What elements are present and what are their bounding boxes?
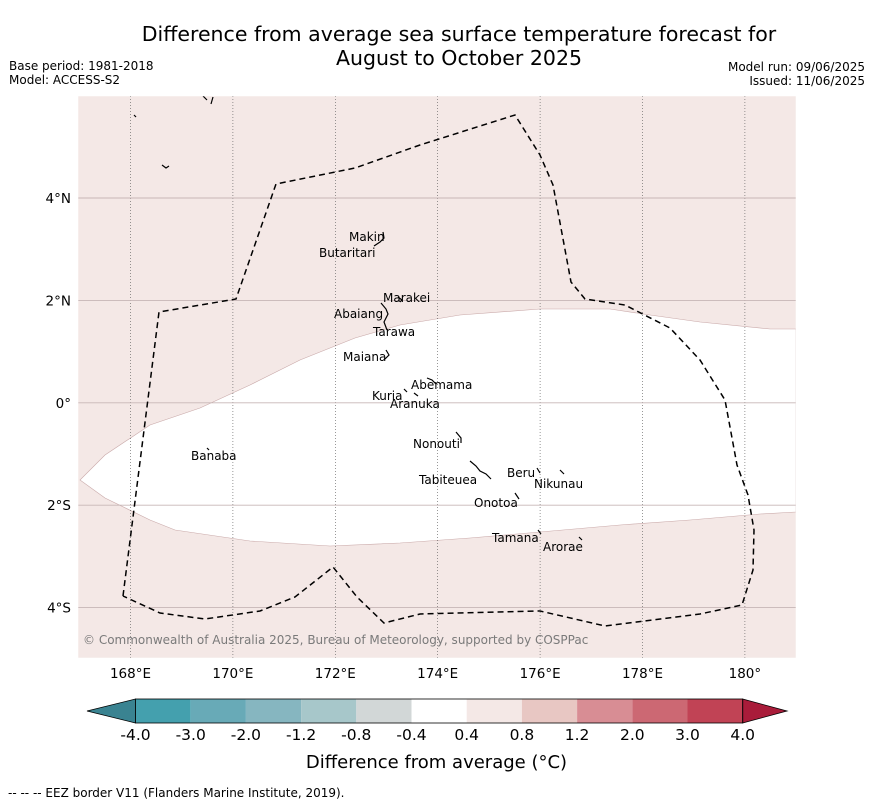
island-label-abemama: Abemama bbox=[411, 378, 472, 392]
colorbar-tick-label: 1.2 bbox=[564, 726, 590, 744]
island-outline bbox=[578, 536, 583, 541]
base-period: Base period: 1981-2018 bbox=[9, 59, 154, 73]
colorbar-tick-label: 3.0 bbox=[675, 726, 700, 744]
colorbar-under-arrow bbox=[86, 698, 136, 724]
lon-tick-label: 174°E bbox=[417, 666, 458, 682]
colorbar-segment bbox=[466, 699, 522, 723]
colorbar-tick-label: 0.4 bbox=[454, 726, 480, 744]
lat-tick-label: 2°N bbox=[46, 293, 71, 309]
lon-tick-label: 178°E bbox=[622, 666, 663, 682]
lon-tick-label: 170°E bbox=[212, 666, 253, 682]
colorbar-frame bbox=[135, 698, 744, 724]
colorbar-tick-label: 4.0 bbox=[730, 726, 756, 744]
island-outline bbox=[161, 164, 170, 169]
island-label-kuria: Kuria bbox=[372, 389, 403, 403]
eez-legend-note: -- -- -- EEZ border V11 (Flanders Marine… bbox=[8, 786, 345, 800]
island-outline bbox=[373, 231, 385, 247]
anomaly-field-neutral bbox=[79, 308, 796, 547]
colorbar-over-arrow bbox=[742, 698, 789, 724]
map-area bbox=[78, 96, 796, 658]
island-outline bbox=[559, 469, 565, 475]
colorbar-segment bbox=[245, 699, 302, 723]
island-outline bbox=[206, 447, 210, 451]
eez-border bbox=[122, 114, 755, 627]
colorbar-tick-label: -4.0 bbox=[120, 726, 151, 744]
colorbar-tick-label: -1.2 bbox=[285, 726, 317, 744]
colorbar-segment bbox=[301, 699, 357, 723]
map-grid bbox=[78, 96, 796, 658]
island-label-banaba: Banaba bbox=[191, 449, 237, 463]
island-label-onotoa: Onotoa bbox=[474, 496, 518, 510]
colorbar-segment bbox=[632, 699, 688, 723]
colorbar-segment bbox=[521, 699, 578, 723]
island-outline bbox=[397, 296, 403, 303]
island-label-tarawa: Tarawa bbox=[372, 325, 415, 339]
island-label-aranuka: Aranuka bbox=[390, 397, 440, 411]
island-label-abaiang: Abaiang bbox=[334, 307, 383, 321]
colorbar-tick-label: -0.4 bbox=[396, 726, 427, 744]
map-title: Difference from average sea surface temp… bbox=[0, 22, 873, 70]
base-info: Base period: 1981-2018 Model: ACCESS-S2 bbox=[9, 59, 154, 87]
lon-tick-label: 168°E bbox=[110, 666, 151, 682]
colorbar-segment bbox=[411, 699, 467, 723]
island-label-beru: Beru bbox=[507, 466, 535, 480]
colorbar-tick-label: -3.0 bbox=[175, 726, 206, 744]
map-title-line-2: August to October 2025 bbox=[335, 46, 583, 70]
axis-ticks: 168°E 170°E 172°E 174°E 176°E 178°E 180° 4°N 2°N… bbox=[46, 191, 762, 682]
island-outline bbox=[426, 377, 437, 385]
island-outline bbox=[380, 302, 389, 331]
island-outline bbox=[413, 392, 419, 397]
colorbar-tick-label: -0.8 bbox=[341, 726, 372, 744]
issued-date: Issued: 11/06/2025 bbox=[749, 74, 865, 88]
island-label-nonouti: Nonouti bbox=[413, 437, 460, 451]
island-outline bbox=[514, 492, 520, 500]
island-label-arorae: Arorae bbox=[543, 540, 583, 554]
lat-tick-label: 4°S bbox=[47, 601, 71, 617]
model-run-date: Model run: 09/06/2025 bbox=[727, 60, 865, 74]
island-label-tamana: Tamana bbox=[491, 531, 539, 545]
colorbar-tick-label: 2.0 bbox=[619, 726, 645, 744]
colorbar-segment bbox=[577, 699, 633, 723]
lat-tick-label: 4°N bbox=[46, 191, 71, 207]
map-frame bbox=[77, 95, 797, 659]
lon-tick-label: 176°E bbox=[520, 666, 561, 682]
colorbar-segment bbox=[190, 699, 246, 723]
model-name: Model: ACCESS-S2 bbox=[9, 73, 121, 87]
island-label-butaritari: Butaritari bbox=[319, 246, 376, 260]
island-label-tabiteuea: Tabiteuea bbox=[418, 473, 477, 487]
run-info: Model run: 09/06/2025 Issued: 11/06/2025 bbox=[728, 60, 865, 88]
island-outline bbox=[537, 529, 542, 535]
colorbar-segment bbox=[356, 699, 412, 723]
colorbar-tick-label: -2.0 bbox=[230, 726, 262, 744]
colorbar-segment bbox=[135, 699, 191, 723]
island-outline bbox=[403, 388, 408, 393]
island-label-maiana: Maiana bbox=[343, 350, 386, 364]
lon-tick-label: 180° bbox=[729, 666, 762, 682]
island-outline bbox=[202, 96, 214, 105]
copyright-notice: © Commonwealth of Australia 2025, Bureau… bbox=[83, 633, 588, 647]
island-outline bbox=[536, 467, 541, 474]
island-outline bbox=[384, 349, 390, 360]
island-label-marakei: Marakei bbox=[383, 291, 430, 305]
island-outline bbox=[133, 114, 137, 118]
island-outline bbox=[455, 431, 462, 443]
colorbar-title: Difference from average (°C) bbox=[305, 752, 568, 773]
map-title-line-1: Difference from average sea surface temp… bbox=[141, 22, 777, 46]
colorbar-tick-label: 0.8 bbox=[509, 726, 535, 744]
island-shapes bbox=[133, 96, 583, 541]
lat-tick-label: 2°S bbox=[47, 498, 71, 514]
lat-tick-label: 0° bbox=[56, 396, 71, 412]
colorbar-segment bbox=[687, 699, 743, 723]
lon-tick-label: 172°E bbox=[315, 666, 356, 682]
island-label-makin: Makin bbox=[349, 230, 385, 244]
island-outline bbox=[469, 460, 492, 480]
island-label-nikunau: Nikunau bbox=[534, 477, 583, 491]
colorbar bbox=[86, 698, 789, 724]
